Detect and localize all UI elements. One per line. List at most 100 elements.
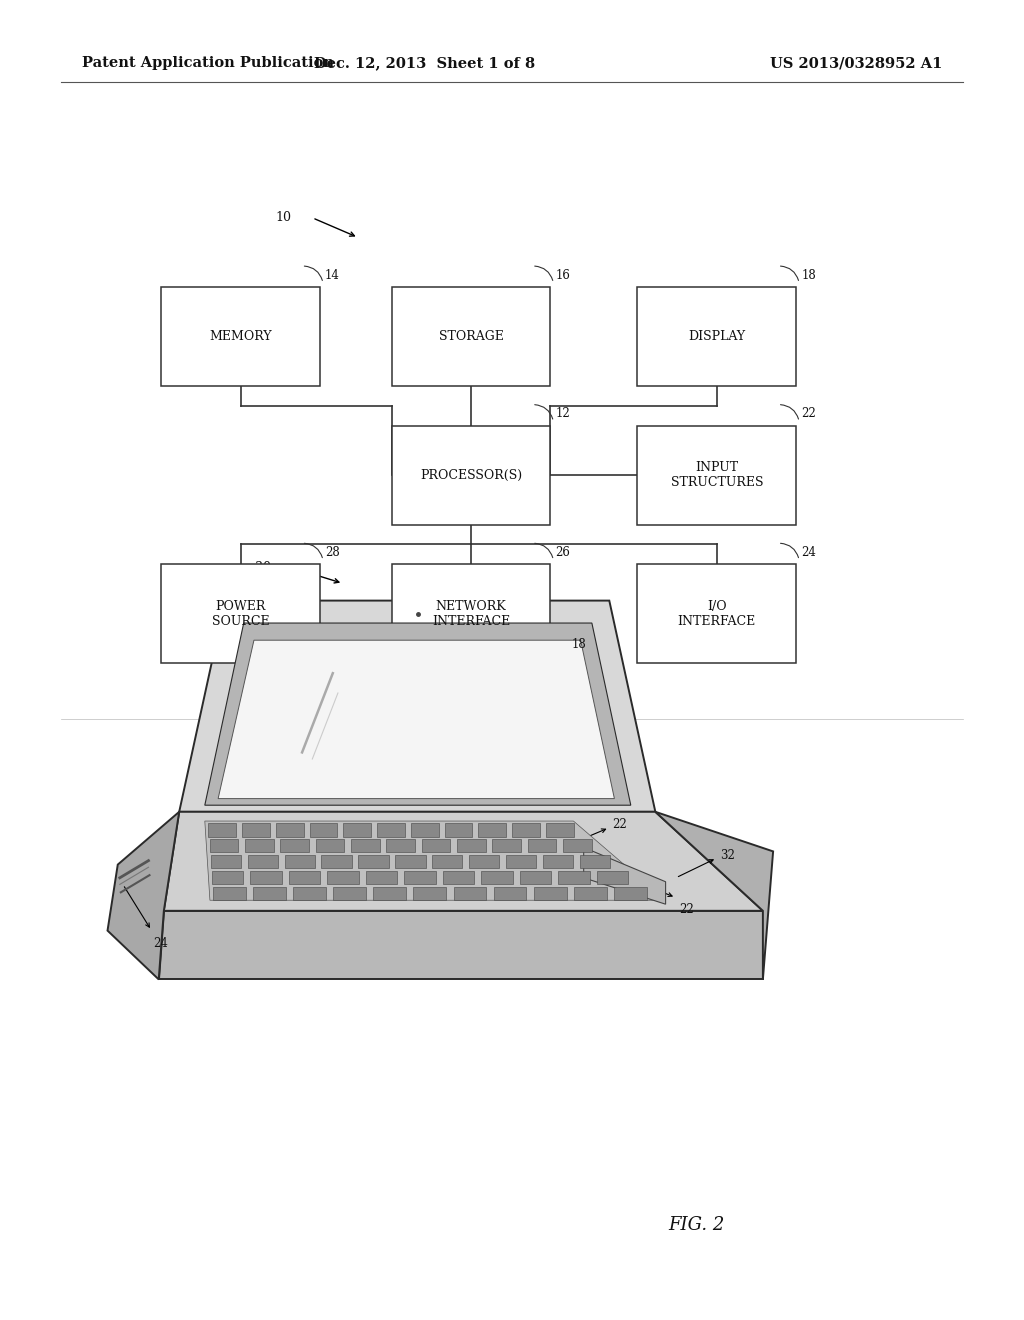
Polygon shape [211, 855, 241, 869]
Polygon shape [422, 840, 451, 853]
Text: POWER
SOURCE: POWER SOURCE [212, 599, 269, 628]
Polygon shape [374, 887, 407, 900]
Polygon shape [245, 840, 273, 853]
Bar [637, 425, 797, 524]
Polygon shape [333, 887, 367, 900]
Polygon shape [205, 821, 666, 900]
Polygon shape [534, 887, 566, 900]
Text: FIG. 2: FIG. 2 [668, 1216, 725, 1234]
Polygon shape [164, 812, 763, 911]
Text: Dec. 12, 2013  Sheet 1 of 8: Dec. 12, 2013 Sheet 1 of 8 [314, 57, 536, 70]
Bar [161, 565, 319, 663]
Polygon shape [584, 847, 666, 904]
Polygon shape [546, 824, 573, 837]
Text: 18: 18 [571, 638, 586, 651]
Polygon shape [478, 824, 506, 837]
Text: 26: 26 [555, 546, 570, 560]
Polygon shape [315, 840, 344, 853]
Polygon shape [454, 887, 486, 900]
Text: MEMORY: MEMORY [209, 330, 272, 343]
Text: FIG. 1: FIG. 1 [442, 688, 500, 706]
Bar [391, 565, 551, 663]
Text: 10: 10 [275, 211, 292, 224]
Polygon shape [358, 855, 389, 869]
Polygon shape [242, 824, 269, 837]
Polygon shape [414, 887, 446, 900]
Polygon shape [281, 840, 309, 853]
Text: 24: 24 [154, 937, 169, 950]
Polygon shape [597, 871, 629, 884]
Polygon shape [543, 855, 573, 869]
Polygon shape [210, 840, 239, 853]
Polygon shape [366, 871, 397, 884]
Polygon shape [481, 871, 513, 884]
Polygon shape [248, 855, 278, 869]
Polygon shape [108, 812, 179, 979]
Polygon shape [289, 871, 321, 884]
Text: 28: 28 [326, 546, 340, 560]
Text: DISPLAY: DISPLAY [688, 330, 745, 343]
Text: 32: 32 [720, 849, 735, 862]
Polygon shape [493, 840, 521, 853]
Polygon shape [251, 871, 282, 884]
Polygon shape [527, 840, 556, 853]
Polygon shape [655, 812, 773, 979]
Bar [637, 565, 797, 663]
Polygon shape [328, 871, 359, 884]
Polygon shape [404, 871, 436, 884]
Polygon shape [322, 855, 351, 869]
Text: 14: 14 [326, 269, 340, 281]
Polygon shape [457, 840, 485, 853]
Text: 22: 22 [612, 818, 627, 832]
Polygon shape [377, 824, 404, 837]
Polygon shape [580, 855, 610, 869]
Polygon shape [411, 824, 438, 837]
Polygon shape [208, 824, 236, 837]
Polygon shape [309, 824, 337, 837]
Text: 16: 16 [555, 269, 570, 281]
Text: PROCESSOR(S): PROCESSOR(S) [420, 469, 522, 482]
Text: US 2013/0328952 A1: US 2013/0328952 A1 [770, 57, 942, 70]
Text: 22: 22 [801, 408, 816, 420]
Polygon shape [293, 887, 326, 900]
Text: NETWORK
INTERFACE: NETWORK INTERFACE [432, 599, 510, 628]
Polygon shape [205, 623, 631, 805]
Text: Patent Application Publication: Patent Application Publication [82, 57, 334, 70]
Text: I/O
INTERFACE: I/O INTERFACE [678, 599, 756, 628]
Polygon shape [563, 840, 592, 853]
Polygon shape [275, 824, 303, 837]
Polygon shape [494, 887, 526, 900]
Polygon shape [159, 911, 763, 979]
Text: INPUT
STRUCTURES: INPUT STRUCTURES [671, 461, 763, 490]
Polygon shape [253, 887, 286, 900]
Polygon shape [351, 840, 380, 853]
Polygon shape [179, 601, 655, 812]
Text: 30: 30 [255, 561, 271, 574]
Polygon shape [395, 855, 426, 869]
Bar [391, 288, 551, 385]
Polygon shape [558, 871, 590, 884]
Polygon shape [573, 887, 606, 900]
Polygon shape [512, 824, 540, 837]
Text: 22: 22 [679, 903, 693, 916]
Text: STORAGE: STORAGE [438, 330, 504, 343]
Polygon shape [386, 840, 415, 853]
Polygon shape [213, 887, 246, 900]
Bar [637, 288, 797, 385]
Text: 12: 12 [555, 408, 570, 420]
Text: 24: 24 [801, 546, 816, 560]
Polygon shape [212, 871, 244, 884]
Polygon shape [520, 871, 552, 884]
Polygon shape [285, 855, 314, 869]
Bar [161, 288, 319, 385]
Polygon shape [469, 855, 500, 869]
Polygon shape [444, 824, 472, 837]
Polygon shape [432, 855, 463, 869]
Text: 18: 18 [801, 269, 816, 281]
Polygon shape [613, 887, 647, 900]
Polygon shape [506, 855, 537, 869]
Polygon shape [343, 824, 371, 837]
Polygon shape [218, 640, 614, 799]
Bar [391, 425, 551, 524]
Polygon shape [442, 871, 474, 884]
